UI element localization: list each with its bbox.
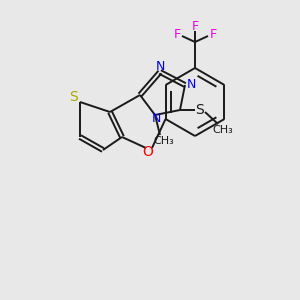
Text: CH₃: CH₃ xyxy=(154,136,174,146)
Text: F: F xyxy=(173,28,181,40)
Text: O: O xyxy=(142,145,153,159)
Text: F: F xyxy=(209,28,217,40)
Text: N: N xyxy=(151,112,161,125)
Text: F: F xyxy=(191,20,199,32)
Text: CH₃: CH₃ xyxy=(213,125,233,135)
Text: N: N xyxy=(155,59,165,73)
Text: N: N xyxy=(186,79,196,92)
Text: S: S xyxy=(196,103,204,117)
Text: S: S xyxy=(69,90,77,104)
